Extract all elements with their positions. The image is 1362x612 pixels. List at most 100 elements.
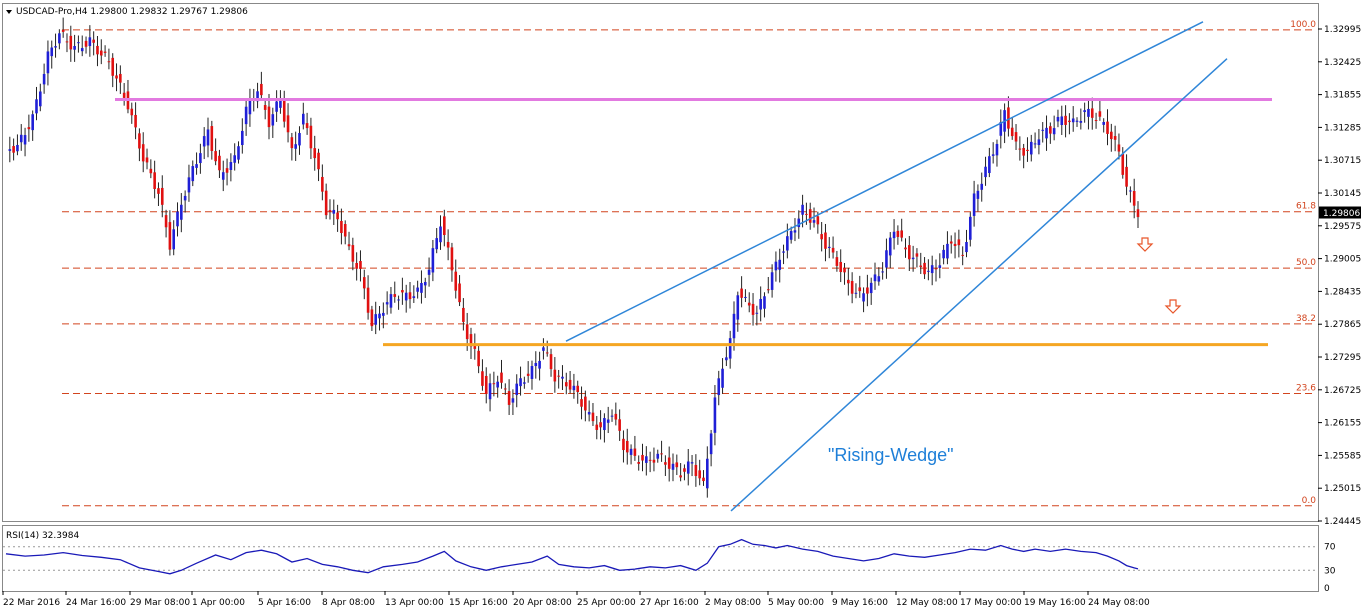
- candle-body: [355, 262, 358, 269]
- candle-body: [385, 302, 389, 305]
- candle-body: [957, 239, 961, 246]
- candle-body: [633, 448, 637, 456]
- candle-body: [397, 299, 400, 301]
- fib-level-label: 38.2: [1296, 314, 1316, 324]
- time-tick-label: 2 May 08:00: [705, 598, 761, 608]
- candle-body: [214, 151, 217, 162]
- candle-body: [1132, 190, 1136, 206]
- candle-body: [915, 253, 919, 257]
- candle-body: [664, 462, 667, 465]
- candle-body: [1029, 141, 1033, 155]
- candle-body: [923, 262, 926, 275]
- candle-body: [492, 383, 496, 385]
- candle-body: [778, 259, 782, 270]
- time-tick-label: 5 Apr 16:00: [258, 598, 311, 608]
- down-arrow-icon: [1136, 237, 1154, 252]
- candle-body: [145, 157, 149, 163]
- candle-body: [446, 241, 450, 248]
- candle-body: [168, 222, 172, 250]
- candle-body: [359, 260, 362, 269]
- candle-body: [702, 477, 705, 482]
- candle-body: [953, 243, 957, 246]
- candle-body: [332, 209, 336, 214]
- collapse-triangle-icon[interactable]: [6, 10, 12, 14]
- candle-body: [965, 242, 968, 253]
- candle-body: [808, 209, 812, 223]
- candle-body: [839, 261, 843, 273]
- candle-body: [80, 48, 84, 52]
- candle-body: [237, 146, 240, 160]
- rsi-level-label: 70: [1324, 543, 1336, 553]
- candle-body: [61, 29, 65, 32]
- candle-body: [374, 314, 378, 325]
- candle-body: [652, 459, 656, 463]
- time-tick-label: 24 Mar 16:00: [66, 598, 126, 608]
- candle-body: [976, 190, 980, 199]
- price-tick-label: 1.26155: [1324, 419, 1361, 429]
- candle-body: [58, 33, 61, 44]
- candle-body: [225, 168, 229, 173]
- candle-body: [1022, 147, 1025, 156]
- time-tick-label: 9 May 16:00: [832, 598, 888, 608]
- candle-body: [1033, 143, 1037, 145]
- candle-body: [191, 166, 195, 182]
- candle-body: [153, 172, 156, 189]
- time-tick-label: 12 May 08:00: [896, 598, 958, 608]
- candle-body: [534, 362, 538, 367]
- candle-body: [584, 396, 587, 411]
- candle-body: [827, 246, 831, 248]
- candle-body: [500, 372, 503, 383]
- candle-body: [138, 133, 141, 149]
- candle-body: [458, 283, 461, 303]
- candle-body: [1026, 149, 1029, 152]
- candle-body: [725, 357, 728, 361]
- current-price-box: [1319, 206, 1361, 219]
- rsi-level-label: 0: [1324, 584, 1330, 594]
- candle-body: [1117, 144, 1121, 152]
- candle-body: [831, 247, 835, 253]
- candle-body: [202, 136, 206, 147]
- time-tick-label: 8 Apr 08:00: [322, 598, 375, 608]
- price-tick-label: 1.29575: [1324, 222, 1361, 232]
- fib-level-label: 0.0: [1302, 496, 1317, 506]
- candle-body: [84, 40, 88, 47]
- time-tick-label: 5 May 00:00: [768, 598, 824, 608]
- candle-body: [553, 369, 557, 382]
- candle-body: [260, 83, 263, 96]
- candle-body: [454, 271, 458, 291]
- candle-body: [873, 274, 877, 282]
- candle-body: [747, 302, 751, 306]
- candle-body: [305, 123, 309, 129]
- candle-body: [39, 91, 42, 107]
- candle-body: [930, 265, 934, 274]
- candle-body: [27, 127, 31, 130]
- candle-body: [744, 296, 747, 298]
- candle-body: [690, 462, 694, 464]
- candle-body: [1014, 132, 1018, 142]
- candle-body: [1098, 111, 1102, 117]
- candle-body: [587, 411, 591, 415]
- candle-body: [549, 354, 553, 370]
- fib-level-label: 100.0: [1290, 20, 1316, 30]
- candle-body: [164, 215, 168, 228]
- candle-body: [1049, 126, 1052, 134]
- time-tick-label: 17 May 00:00: [960, 598, 1022, 608]
- candle-body: [92, 39, 95, 43]
- candle-body: [183, 195, 187, 201]
- candle-body: [286, 115, 290, 133]
- candle-body: [660, 453, 663, 455]
- candle-body: [782, 251, 785, 253]
- candle-body: [683, 468, 686, 472]
- wedge-lower-line: [730, 58, 1228, 512]
- candle-body: [927, 270, 930, 272]
- candles: [8, 17, 1140, 498]
- candle-body: [648, 459, 652, 461]
- candle-body: [382, 312, 385, 316]
- candle-body: [31, 114, 34, 131]
- candle-body: [263, 105, 267, 110]
- candle-body: [50, 47, 54, 57]
- candle-body: [603, 418, 606, 431]
- candle-body: [465, 324, 469, 340]
- candle-body: [698, 470, 701, 479]
- candle-body: [389, 294, 393, 308]
